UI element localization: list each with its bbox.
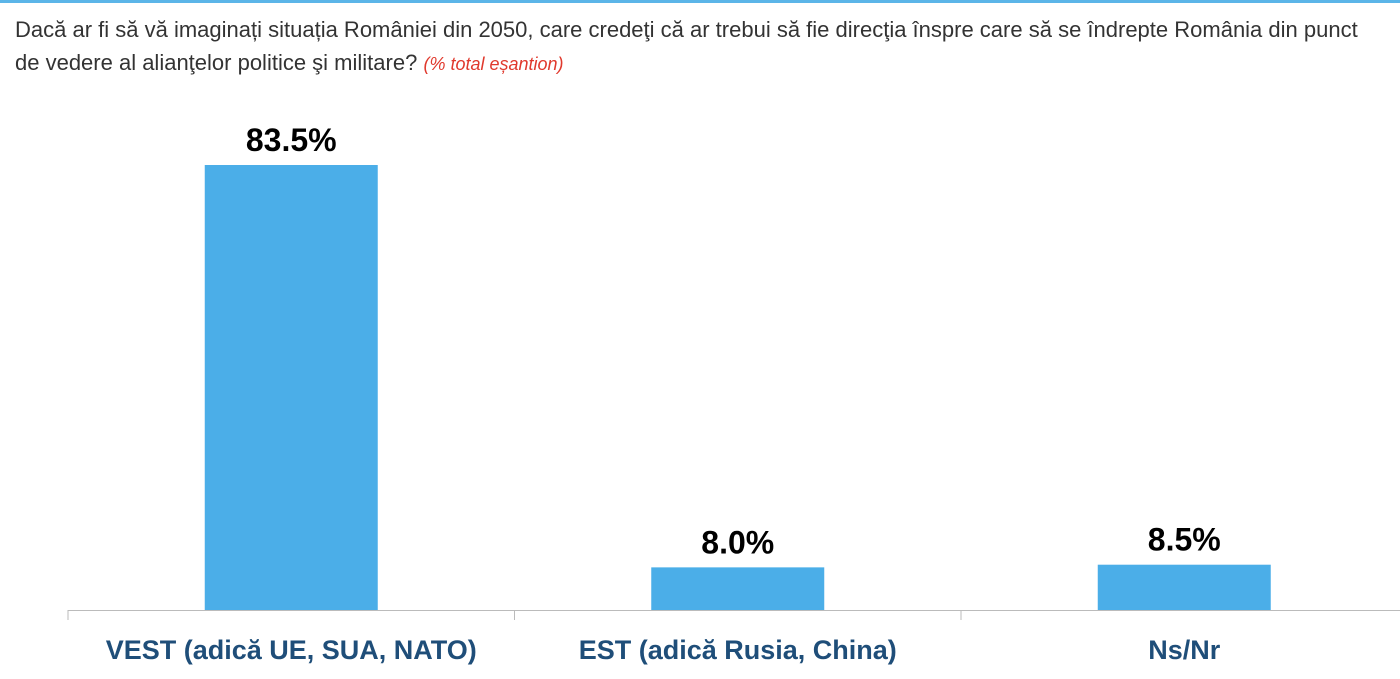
bar — [204, 165, 378, 610]
bar — [651, 567, 825, 610]
bar — [1097, 564, 1271, 610]
subtitle: (% total eșantion) — [423, 54, 564, 74]
title-text: Dacă ar fi să vă imaginați situația Româ… — [15, 17, 1358, 75]
x-tick-label: VEST (adică UE, SUA, NATO) — [106, 635, 477, 665]
x-tick-label: EST (adică Rusia, China) — [579, 635, 897, 665]
chart-title: Dacă ar fi să vă imaginați situația Româ… — [15, 13, 1380, 81]
value-label: 83.5% — [246, 122, 337, 158]
top-border — [0, 0, 1400, 3]
value-label: 8.5% — [1148, 522, 1221, 558]
x-tick-label: Ns/Nr — [1148, 635, 1221, 665]
value-label: 8.0% — [701, 524, 774, 560]
